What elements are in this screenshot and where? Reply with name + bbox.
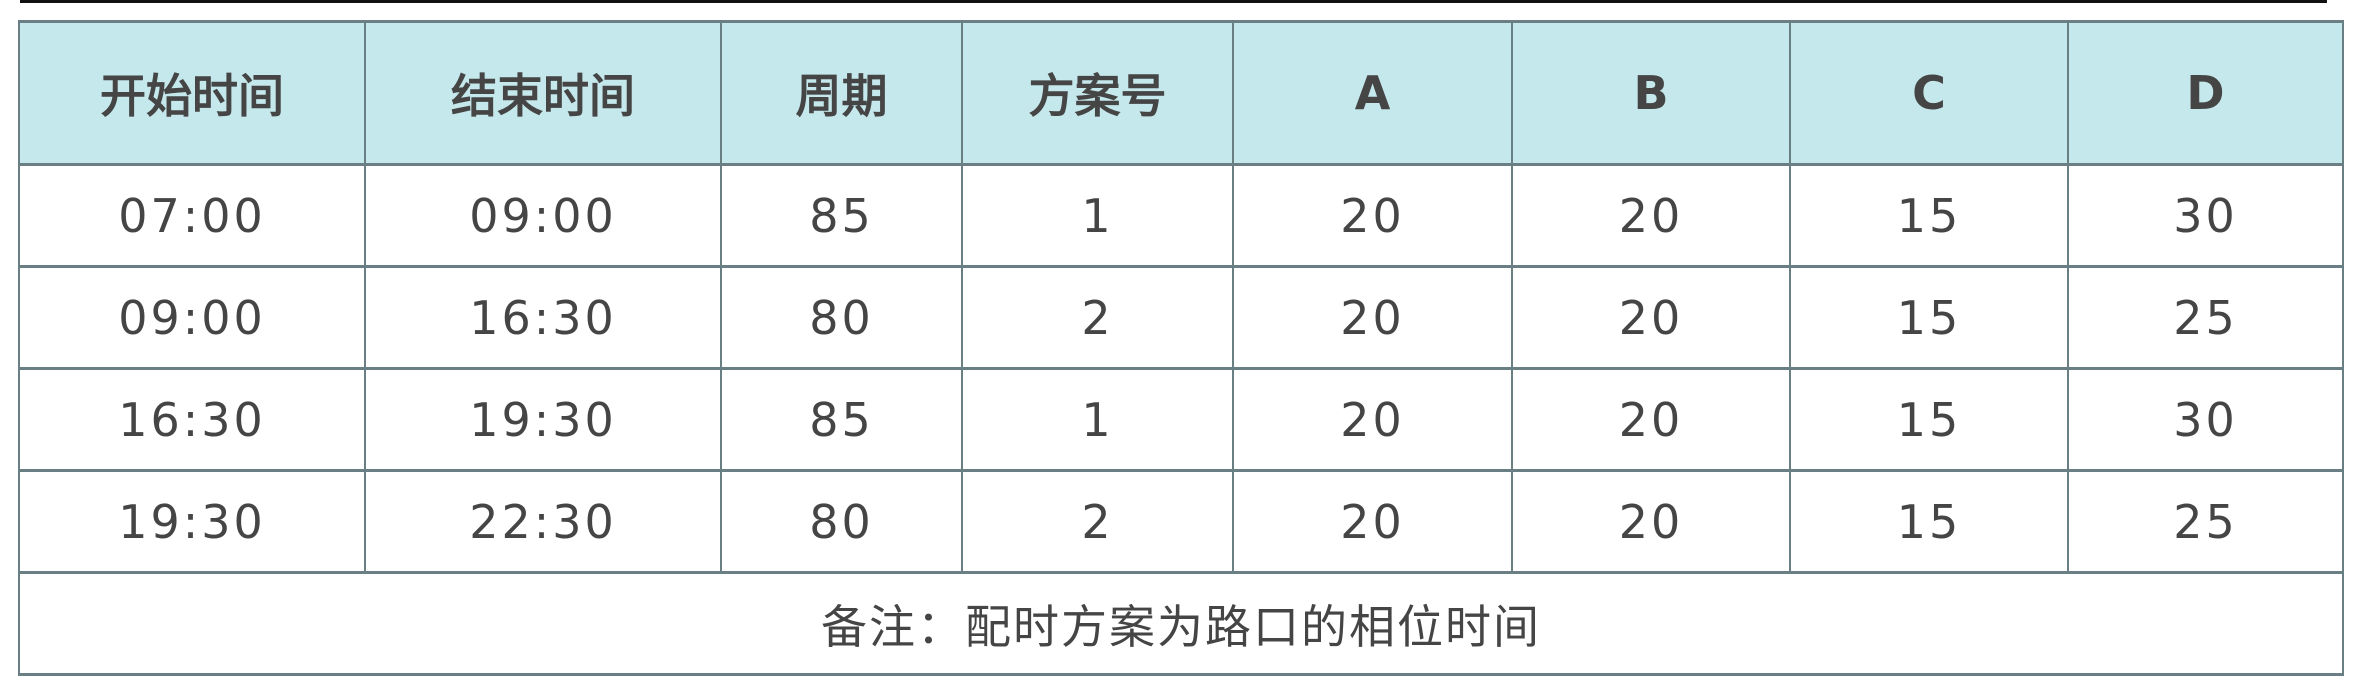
cell-start-time: 09:00	[18, 265, 366, 370]
header-d: D	[2067, 20, 2344, 166]
header-a: A	[1232, 20, 1513, 166]
cell-a: 20	[1232, 469, 1513, 574]
cell-c: 15	[1789, 367, 2069, 472]
cell-a: 20	[1232, 367, 1513, 472]
cell-end-time: 09:00	[364, 163, 722, 268]
cell-d: 30	[2067, 163, 2344, 268]
cell-plan-number: 2	[961, 469, 1234, 574]
cell-cycle: 80	[720, 265, 963, 370]
cell-d: 25	[2067, 265, 2344, 370]
header-plan-number: 方案号	[961, 20, 1234, 166]
cell-plan-number: 1	[961, 163, 1234, 268]
cell-end-time: 16:30	[364, 265, 722, 370]
header-start-time: 开始时间	[18, 20, 366, 166]
cell-a: 20	[1232, 265, 1513, 370]
cell-cycle: 85	[720, 163, 963, 268]
top-rule	[20, 0, 2327, 3]
cell-b: 20	[1511, 265, 1791, 370]
cell-cycle: 85	[720, 367, 963, 472]
header-row: 开始时间 结束时间 周期 方案号 A B C D	[18, 20, 2344, 166]
cell-start-time: 07:00	[18, 163, 366, 268]
header-b: B	[1511, 20, 1791, 166]
timing-plan-table: 开始时间 结束时间 周期 方案号 A B C D 07:00 09:00 85 1 20…	[18, 20, 2344, 676]
note-row: 备注：配时方案为路口的相位时间	[18, 571, 2344, 676]
cell-b: 20	[1511, 367, 1791, 472]
header-end-time: 结束时间	[364, 20, 722, 166]
header-c: C	[1789, 20, 2069, 166]
cell-c: 15	[1789, 469, 2069, 574]
table-row: 07:00 09:00 85 1 20 20 15 30	[18, 163, 2344, 268]
cell-end-time: 19:30	[364, 367, 722, 472]
header-cycle: 周期	[720, 20, 963, 166]
cell-end-time: 22:30	[364, 469, 722, 574]
table-row: 16:30 19:30 85 1 20 20 15 30	[18, 367, 2344, 472]
cell-plan-number: 1	[961, 367, 1234, 472]
cell-c: 15	[1789, 163, 2069, 268]
table-row: 09:00 16:30 80 2 20 20 15 25	[18, 265, 2344, 370]
cell-b: 20	[1511, 163, 1791, 268]
cell-start-time: 19:30	[18, 469, 366, 574]
table-row: 19:30 22:30 80 2 20 20 15 25	[18, 469, 2344, 574]
cell-d: 30	[2067, 367, 2344, 472]
cell-a: 20	[1232, 163, 1513, 268]
cell-start-time: 16:30	[18, 367, 366, 472]
cell-b: 20	[1511, 469, 1791, 574]
cell-plan-number: 2	[961, 265, 1234, 370]
cell-c: 15	[1789, 265, 2069, 370]
cell-d: 25	[2067, 469, 2344, 574]
cell-cycle: 80	[720, 469, 963, 574]
note: 备注：配时方案为路口的相位时间	[18, 571, 2344, 676]
